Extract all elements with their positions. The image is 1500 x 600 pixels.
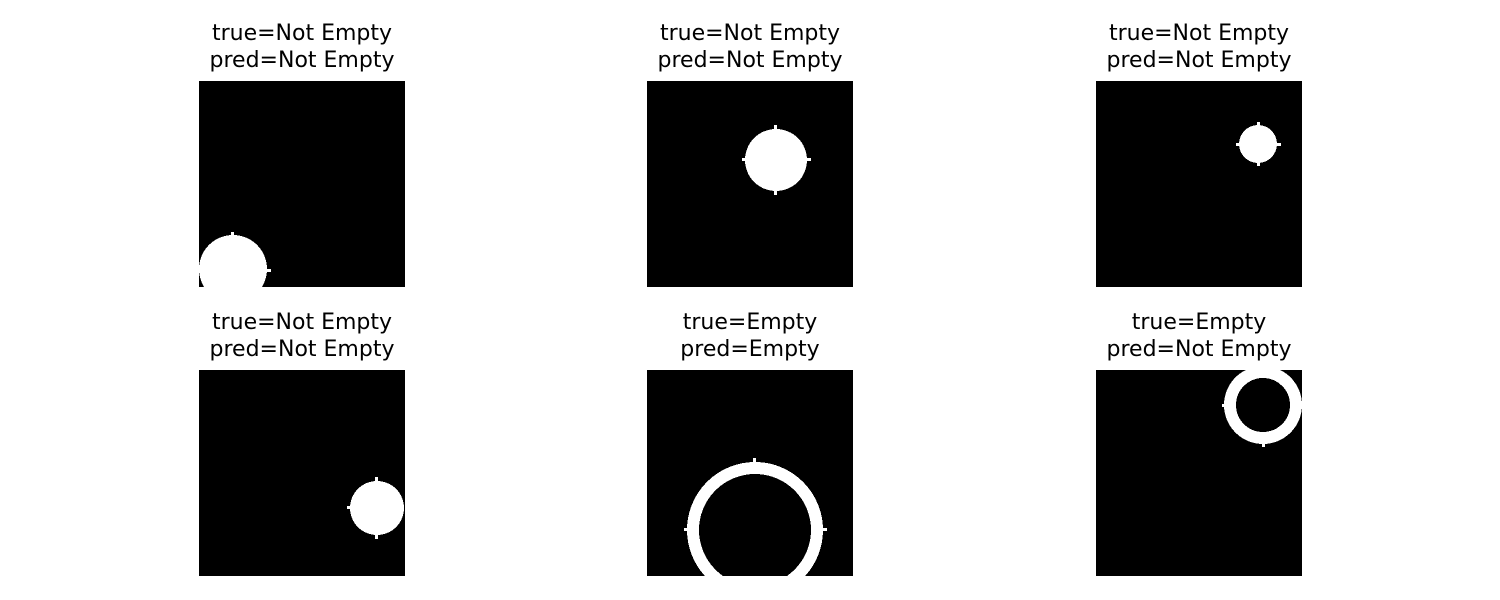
panel-5: true=Empty pred=Empty [570, 309, 930, 579]
panel-6: true=Empty pred=Not Empty [1019, 309, 1379, 579]
panel-2: true=Not Empty pred=Not Empty [570, 20, 930, 290]
sample-image [1096, 81, 1302, 287]
true-label: true=Not Empty [1108, 21, 1290, 46]
true-label: true=Not Empty [211, 21, 393, 46]
true-label: true=Not Empty [659, 21, 841, 46]
sample-image [199, 370, 405, 576]
sample-image [199, 81, 405, 287]
sample-image [1096, 370, 1302, 576]
true-label: true=Empty [682, 310, 818, 335]
pred-label: pred=Not Empty [1106, 337, 1292, 362]
panel-4: true=Not Empty pred=Not Empty [122, 309, 482, 579]
pred-label: pred=Not Empty [209, 48, 395, 73]
panel-3: true=Not Empty pred=Not Empty [1019, 20, 1379, 290]
panel-title: true=Empty pred=Empty [570, 309, 930, 363]
panel-title: true=Empty pred=Not Empty [1019, 309, 1379, 363]
sample-image [647, 370, 853, 576]
true-label: true=Empty [1131, 310, 1267, 335]
pred-label: pred=Not Empty [209, 337, 395, 362]
true-label: true=Not Empty [211, 310, 393, 335]
sample-image [647, 81, 853, 287]
pred-label: pred=Not Empty [1106, 48, 1292, 73]
panel-1: true=Not Empty pred=Not Empty [122, 20, 482, 290]
pred-label: pred=Not Empty [657, 48, 843, 73]
panel-title: true=Not Empty pred=Not Empty [1019, 20, 1379, 74]
pred-label: pred=Empty [680, 337, 820, 362]
panel-title: true=Not Empty pred=Not Empty [122, 309, 482, 363]
panel-title: true=Not Empty pred=Not Empty [122, 20, 482, 74]
panel-title: true=Not Empty pred=Not Empty [570, 20, 930, 74]
